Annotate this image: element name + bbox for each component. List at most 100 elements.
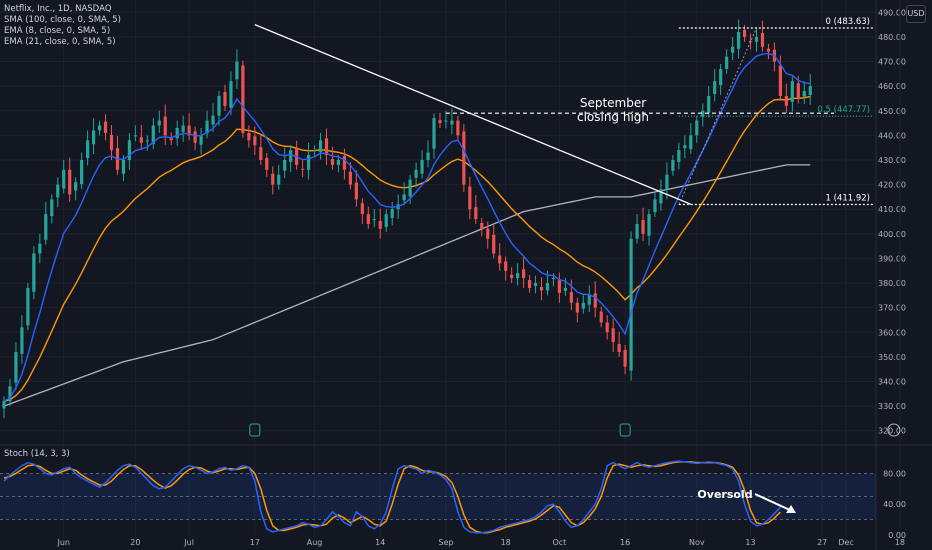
candle-body (241, 65, 245, 133)
time-tick-label: 14 (375, 538, 385, 547)
candle-body (683, 145, 687, 149)
candle-body (348, 171, 352, 185)
candle-body (32, 253, 36, 292)
candle-body (205, 120, 209, 134)
candle-body (671, 159, 675, 171)
time-tick-label: 20 (130, 538, 140, 547)
time-tick-label: Aug (307, 538, 323, 547)
time-tick-label: Dec (838, 538, 853, 547)
candle-body (695, 120, 699, 136)
candle-body (277, 174, 281, 185)
price-tick-label: 380.00 (878, 279, 906, 288)
candle-body (151, 125, 155, 145)
closing-high-label: closing high (577, 110, 649, 124)
candle-body (271, 173, 275, 185)
candle-body (318, 140, 323, 153)
time-tick-label: Oct (552, 538, 566, 547)
time-tick-label: 27 (817, 538, 827, 547)
candle-body (444, 120, 448, 122)
candle-body (74, 182, 78, 191)
candle-body (223, 92, 227, 106)
candle-body (468, 186, 472, 210)
candle-body (754, 36, 759, 42)
price-tick-label: 450.00 (878, 107, 906, 116)
price-tick-label: 390.00 (878, 254, 906, 263)
time-tick-label: 18 (501, 538, 511, 547)
candle-body (265, 158, 269, 170)
price-tick-label: 320.00 (878, 427, 906, 436)
candle-body (133, 135, 137, 137)
candle-body (599, 311, 603, 323)
candle-body (103, 121, 108, 133)
candle-body (748, 40, 753, 42)
candle-body (2, 401, 6, 409)
candle-body (563, 287, 567, 291)
candle-body (259, 147, 263, 160)
time-tick-label: 18 (895, 538, 905, 547)
candle-body (157, 120, 161, 126)
candle-body (766, 48, 771, 52)
candle-body (796, 83, 800, 99)
legend-sma: SMA (100, close, 0, SMA, 5) (4, 15, 121, 25)
candle-body (533, 283, 538, 286)
candle-body (713, 81, 717, 95)
candle-body (247, 132, 251, 141)
stoch-tick-label: 0.00 (888, 531, 906, 540)
candle-body (193, 131, 197, 143)
sma-100-line (3, 164, 811, 407)
price-tick-label: 460.00 (878, 82, 906, 91)
candle-body (91, 130, 96, 145)
oversold-arrow (754, 493, 793, 512)
candle-body (647, 214, 651, 236)
price-tick-label: 350.00 (878, 353, 906, 362)
candle-body (217, 95, 221, 116)
candle-body (521, 269, 526, 279)
candle-body (617, 344, 621, 352)
candle-body (253, 136, 257, 146)
candle-body (366, 214, 370, 224)
candle-body (312, 150, 317, 152)
candle-body (635, 223, 639, 239)
candle-body (701, 110, 705, 117)
earnings-icon (619, 423, 631, 437)
candle-body (432, 118, 436, 149)
price-tick-label: 420.00 (878, 181, 906, 190)
candle-body (539, 286, 544, 291)
fib-diagonal (678, 27, 757, 205)
candle-body (360, 203, 364, 215)
candle-body (760, 32, 765, 47)
candle-body (575, 302, 579, 313)
price-tick-label: 370.00 (878, 304, 906, 313)
candle-body (402, 194, 406, 201)
candle-body (414, 169, 418, 178)
candle-body (653, 199, 657, 213)
candle-body (336, 159, 341, 165)
candle-body (742, 30, 747, 37)
candle-body (587, 295, 591, 305)
candle-body (127, 140, 132, 160)
time-tick-label: Nov (689, 538, 705, 547)
ema-21-line (3, 95, 811, 402)
candle-body (330, 158, 335, 165)
time-tick-label: 17 (250, 538, 260, 547)
candle-body (731, 46, 735, 53)
candle-body (736, 31, 741, 49)
currency-button[interactable]: USD (906, 5, 926, 23)
candle-body (498, 255, 502, 264)
price-tick-label: 490.00 (878, 8, 906, 17)
candle-body (289, 150, 293, 162)
candles-group (2, 19, 812, 419)
stoch-tick-label: 80.00 (883, 469, 906, 478)
candle-body (342, 156, 347, 170)
candle-body (68, 169, 72, 195)
candle-body (181, 125, 185, 132)
price-tick-label: 480.00 (878, 33, 906, 42)
candle-body (623, 349, 627, 367)
candle-body (581, 302, 585, 309)
candle-body (808, 86, 812, 95)
candle-body (390, 209, 394, 219)
trendline (254, 24, 692, 205)
candle-body (44, 214, 48, 240)
